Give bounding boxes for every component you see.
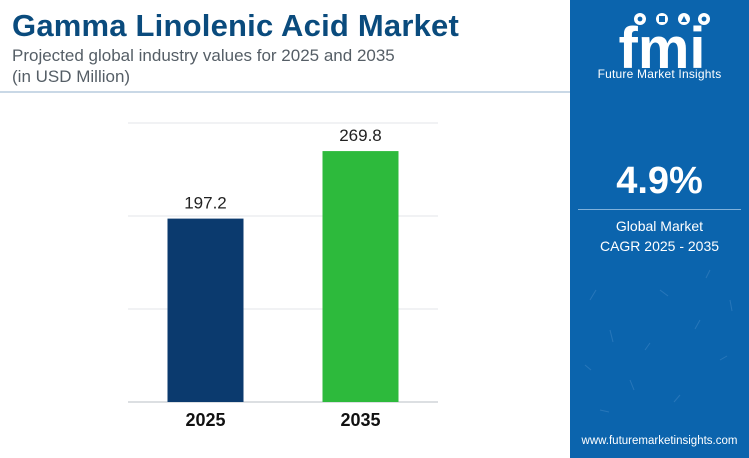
x-tick-label-2035: 2035 <box>340 410 380 430</box>
panel-texture <box>584 269 733 413</box>
website-link[interactable]: www.futuremarketinsights.com <box>581 435 738 447</box>
logo-caption: Future Market Insights <box>597 67 722 81</box>
x-tick-label-2025: 2025 <box>185 410 225 430</box>
cagr-divider <box>578 209 741 210</box>
header-divider <box>0 91 570 93</box>
logo-wordmark: fmi <box>619 16 706 72</box>
cagr-label-line1: Global Market <box>615 218 704 234</box>
chart-subtitle-line1: Projected global industry values for 202… <box>12 46 395 65</box>
bar-2035 <box>322 151 399 402</box>
cagr-value: 4.9% <box>616 160 703 202</box>
side-panel: fmi Future Market Insights 4.9% Global M… <box>570 0 749 458</box>
chart-title: Gamma Linolenic Acid Market <box>12 8 459 43</box>
data-label-2035: 269.8 <box>339 126 382 145</box>
cagr-label-line2: CAGR 2025 - 2035 <box>599 238 720 254</box>
bar-chart: 197.2 2025 269.8 2035 <box>128 122 438 430</box>
chart-subtitle-line2: (in USD Million) <box>12 67 131 86</box>
data-label-2025: 197.2 <box>184 194 227 213</box>
bar-2025 <box>167 218 244 402</box>
fmi-logo: fmi <box>619 13 710 72</box>
chart-header: Gamma Linolenic Acid Market Projected gl… <box>0 0 570 93</box>
